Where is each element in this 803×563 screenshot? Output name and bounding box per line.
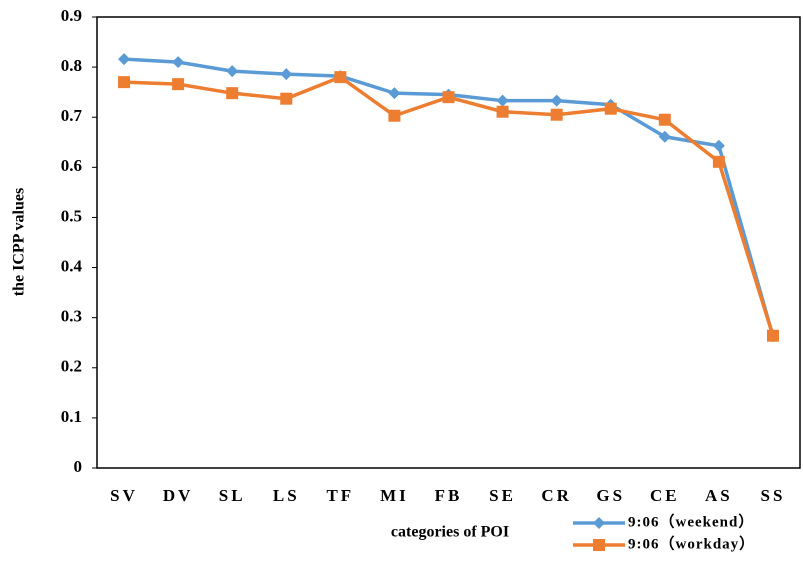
y-tick-label: 0.7 [61, 106, 83, 125]
y-tick-label: 0.8 [61, 56, 82, 75]
point [118, 53, 131, 66]
point [712, 155, 725, 168]
legend-marker [593, 539, 605, 551]
x-tick-label: CE [650, 486, 680, 505]
legend-label: 9:06（workday） [628, 534, 755, 552]
x-tick-label: LS [273, 486, 300, 505]
y-tick-label: 0.9 [61, 6, 82, 25]
x-tick-label: SE [489, 486, 516, 505]
x-tick-label: DV [163, 486, 194, 505]
point [280, 92, 293, 105]
y-tick-label: 0.2 [61, 357, 82, 376]
point [658, 130, 671, 143]
x-tick-label: GS [596, 486, 625, 505]
plot-frame [96, 16, 801, 469]
x-tick-label: AS [705, 486, 733, 505]
point [172, 56, 185, 69]
legend-label: 9:06（weekend） [628, 512, 754, 530]
point [658, 113, 671, 126]
point [550, 108, 563, 121]
x-tick-label: SL [219, 486, 246, 505]
legend-marker [593, 517, 605, 529]
y-tick-label: 0.1 [61, 407, 82, 426]
y-tick-label: 0.5 [61, 206, 82, 225]
point [334, 71, 347, 84]
x-tick-label: FB [435, 486, 463, 505]
point [496, 105, 509, 118]
x-tick-label: MI [380, 486, 409, 505]
point [388, 109, 401, 122]
y-tick-label: 0.6 [61, 156, 82, 175]
x-tick-label: CR [541, 486, 572, 505]
point [604, 102, 617, 115]
point [280, 68, 293, 81]
point [712, 139, 725, 152]
y-axis-title: the ICPP values [11, 188, 28, 296]
y-tick-label: 0.4 [61, 256, 83, 275]
point [442, 91, 455, 104]
point [388, 87, 401, 100]
x-tick-label: TF [326, 486, 354, 505]
x-tick-label: SS [761, 486, 786, 505]
x-axis-title: categories of POI [391, 524, 509, 541]
point [226, 65, 239, 78]
point [550, 94, 563, 107]
point [496, 94, 509, 107]
y-tick-label: 0.3 [61, 307, 82, 326]
point [766, 329, 779, 342]
x-tick-label: SV [110, 486, 138, 505]
y-tick-label: 0 [74, 457, 83, 476]
series-line [123, 75, 775, 337]
point [172, 78, 185, 91]
point [118, 76, 131, 89]
point [226, 87, 239, 100]
